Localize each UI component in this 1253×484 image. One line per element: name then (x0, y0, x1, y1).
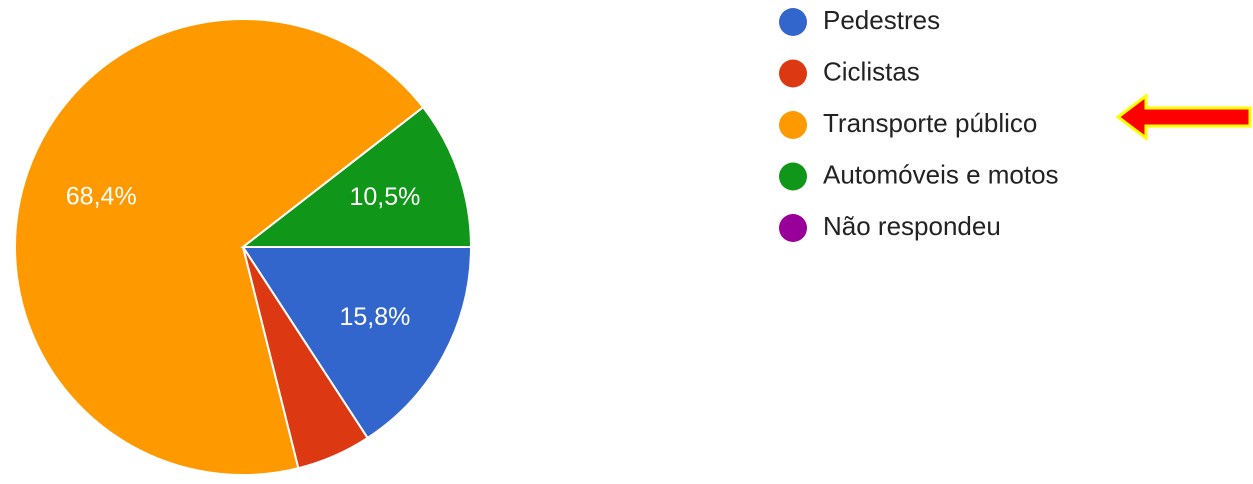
legend-swatch (779, 214, 807, 242)
slice-label: 15,8% (339, 303, 410, 331)
legend-swatch (779, 162, 807, 191)
slice (240, 105, 473, 248)
slice (14, 18, 425, 476)
legend-label: Ciclistas (823, 56, 920, 86)
legend-label: Pedestres (823, 5, 940, 35)
legend-label: Transporte público (823, 108, 1037, 138)
legend-swatch (779, 8, 807, 36)
slice-label: 68,4% (66, 183, 137, 211)
legend-label: Automóveis e motos (823, 159, 1059, 189)
arrow (1115, 93, 1252, 141)
legend-swatch (779, 111, 807, 139)
legend-label: Não respondeu (823, 211, 1001, 241)
slice (241, 246, 473, 440)
slice-label: 10,5% (349, 183, 420, 211)
legend-swatch (779, 59, 807, 88)
